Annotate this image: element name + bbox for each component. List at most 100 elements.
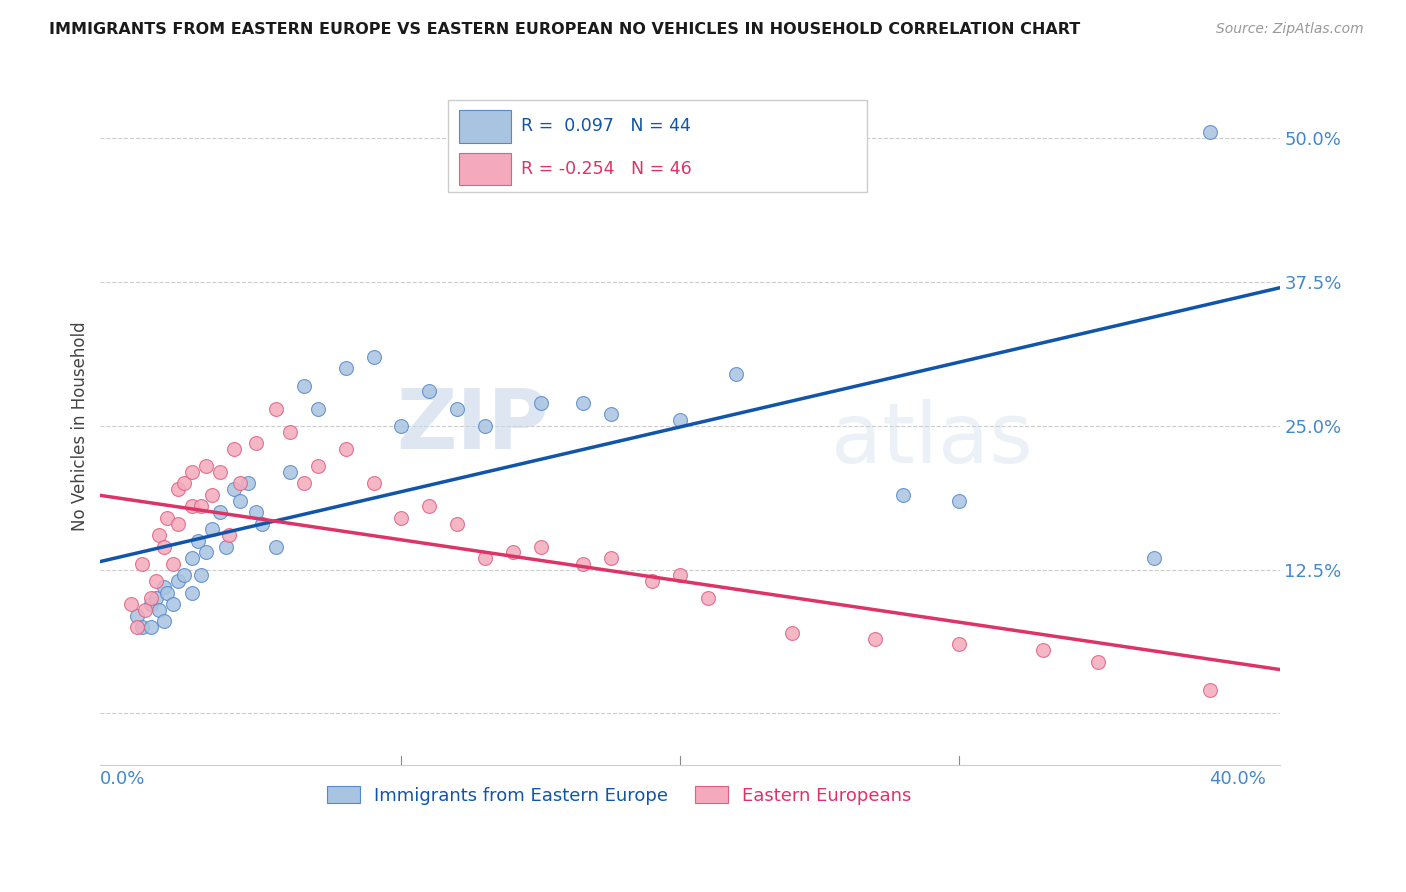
Point bbox=[1198, 125, 1220, 139]
Point bbox=[156, 511, 179, 525]
Point bbox=[724, 367, 747, 381]
Point bbox=[1143, 551, 1166, 566]
Point bbox=[292, 476, 315, 491]
Point bbox=[195, 545, 218, 559]
Point bbox=[162, 597, 184, 611]
Point bbox=[125, 620, 148, 634]
Text: R =  0.097   N = 44: R = 0.097 N = 44 bbox=[522, 118, 692, 136]
Point bbox=[209, 505, 232, 519]
Point bbox=[139, 620, 162, 634]
Point bbox=[391, 511, 413, 525]
FancyBboxPatch shape bbox=[458, 153, 510, 186]
Point bbox=[446, 516, 468, 531]
Point bbox=[530, 396, 553, 410]
Point bbox=[278, 425, 301, 439]
Point bbox=[148, 528, 170, 542]
Point bbox=[167, 574, 190, 588]
Point bbox=[181, 465, 204, 479]
Point bbox=[307, 401, 329, 416]
Point bbox=[190, 568, 212, 582]
Text: R = -0.254   N = 46: R = -0.254 N = 46 bbox=[522, 161, 692, 178]
Point bbox=[187, 533, 209, 548]
FancyBboxPatch shape bbox=[449, 100, 868, 192]
Point bbox=[948, 637, 970, 651]
Point bbox=[307, 458, 329, 473]
Point bbox=[134, 603, 156, 617]
Point bbox=[148, 603, 170, 617]
Point bbox=[153, 580, 176, 594]
Point bbox=[167, 516, 190, 531]
Point bbox=[236, 476, 259, 491]
Y-axis label: No Vehicles in Household: No Vehicles in Household bbox=[72, 321, 89, 531]
Point bbox=[264, 540, 287, 554]
Point bbox=[125, 608, 148, 623]
Point bbox=[145, 574, 167, 588]
Point bbox=[335, 442, 357, 456]
Point bbox=[1087, 655, 1109, 669]
Point bbox=[1032, 643, 1054, 657]
Point bbox=[181, 500, 204, 514]
Point bbox=[181, 551, 204, 566]
Point bbox=[391, 418, 413, 433]
Point bbox=[335, 361, 357, 376]
Point bbox=[363, 476, 385, 491]
Point bbox=[530, 540, 553, 554]
Point bbox=[167, 482, 190, 496]
Point bbox=[139, 597, 162, 611]
Point bbox=[264, 401, 287, 416]
Point bbox=[669, 568, 692, 582]
Point bbox=[418, 384, 440, 399]
Point bbox=[190, 500, 212, 514]
Point bbox=[195, 458, 218, 473]
Point bbox=[418, 500, 440, 514]
Point bbox=[571, 396, 593, 410]
Point bbox=[446, 401, 468, 416]
Text: atlas: atlas bbox=[831, 399, 1033, 480]
Point bbox=[948, 493, 970, 508]
Point bbox=[292, 378, 315, 392]
Point bbox=[201, 522, 224, 536]
Point bbox=[363, 350, 385, 364]
Point bbox=[218, 528, 240, 542]
Point bbox=[865, 632, 887, 646]
Point bbox=[209, 465, 232, 479]
Point bbox=[474, 418, 496, 433]
Point bbox=[669, 413, 692, 427]
Point bbox=[173, 568, 195, 582]
Point bbox=[229, 493, 252, 508]
Point bbox=[891, 488, 914, 502]
Legend: Immigrants from Eastern Europe, Eastern Europeans: Immigrants from Eastern Europe, Eastern … bbox=[318, 777, 921, 814]
Point bbox=[245, 505, 267, 519]
Point bbox=[571, 557, 593, 571]
Point bbox=[697, 591, 720, 606]
Point bbox=[599, 407, 621, 421]
Point bbox=[250, 516, 273, 531]
Point bbox=[201, 488, 224, 502]
Point bbox=[145, 591, 167, 606]
Point bbox=[131, 620, 153, 634]
Point bbox=[224, 482, 246, 496]
Point bbox=[502, 545, 524, 559]
Text: Source: ZipAtlas.com: Source: ZipAtlas.com bbox=[1216, 22, 1364, 37]
Point bbox=[156, 585, 179, 599]
Point bbox=[474, 551, 496, 566]
Point bbox=[278, 465, 301, 479]
Text: IMMIGRANTS FROM EASTERN EUROPE VS EASTERN EUROPEAN NO VEHICLES IN HOUSEHOLD CORR: IMMIGRANTS FROM EASTERN EUROPE VS EASTER… bbox=[49, 22, 1080, 37]
Point bbox=[641, 574, 664, 588]
Point bbox=[162, 557, 184, 571]
Point bbox=[120, 597, 142, 611]
Point bbox=[599, 551, 621, 566]
Point bbox=[153, 615, 176, 629]
Point bbox=[215, 540, 238, 554]
Point bbox=[181, 585, 204, 599]
Point bbox=[1198, 683, 1220, 698]
Point bbox=[139, 591, 162, 606]
Point bbox=[229, 476, 252, 491]
FancyBboxPatch shape bbox=[458, 110, 510, 143]
Point bbox=[153, 540, 176, 554]
Point bbox=[224, 442, 246, 456]
Point bbox=[173, 476, 195, 491]
Point bbox=[245, 436, 267, 450]
Point bbox=[131, 557, 153, 571]
Point bbox=[780, 626, 803, 640]
